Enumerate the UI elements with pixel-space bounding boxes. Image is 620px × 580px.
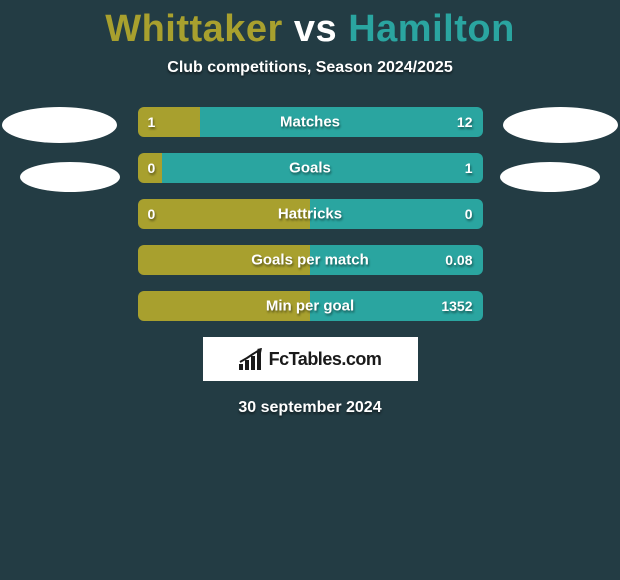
player1-team-placeholder xyxy=(20,162,120,192)
stat-label: Goals xyxy=(289,160,331,177)
stat-label: Goals per match xyxy=(251,252,369,269)
player2-team-placeholder xyxy=(500,162,600,192)
stat-value-right: 0.08 xyxy=(445,252,472,268)
title-player2: Hamilton xyxy=(348,8,515,50)
stat-row: Min per goal 1352 xyxy=(138,291,483,321)
subtitle: Club competitions, Season 2024/2025 xyxy=(0,59,620,77)
brand-link[interactable]: FcTables.com xyxy=(203,337,418,381)
player2-avatar-placeholder xyxy=(503,107,618,143)
stat-value-left: 0 xyxy=(148,160,156,176)
stat-label: Hattricks xyxy=(278,206,342,223)
brand-text: FcTables.com xyxy=(269,349,382,370)
stat-value-left: 1 xyxy=(148,114,156,130)
comparison-chart: Matches 1 12 Goals 0 1 Hattricks 0 0 Goals per ma… xyxy=(0,107,620,417)
stat-label: Matches xyxy=(280,114,340,131)
stat-row: Goals 0 1 xyxy=(138,153,483,183)
bars-rising-icon xyxy=(239,348,265,370)
player1-avatar-placeholder xyxy=(2,107,117,143)
title-vs: vs xyxy=(283,8,348,50)
stat-row: Matches 1 12 xyxy=(138,107,483,137)
stat-value-right: 12 xyxy=(457,114,473,130)
stat-row: Hattricks 0 0 xyxy=(138,199,483,229)
stat-value-right: 0 xyxy=(465,206,473,222)
footer-date: 30 september 2024 xyxy=(0,399,620,417)
stat-bar-right xyxy=(200,107,483,137)
page-title: Whittaker vs Hamilton xyxy=(0,0,620,51)
stat-label: Min per goal xyxy=(266,298,354,315)
stat-row: Goals per match 0.08 xyxy=(138,245,483,275)
stat-value-left: 0 xyxy=(148,206,156,222)
stat-bars: Matches 1 12 Goals 0 1 Hattricks 0 0 Goals per ma… xyxy=(138,107,483,321)
title-player1: Whittaker xyxy=(105,8,283,50)
stat-value-right: 1352 xyxy=(441,298,472,314)
stat-value-right: 1 xyxy=(465,160,473,176)
